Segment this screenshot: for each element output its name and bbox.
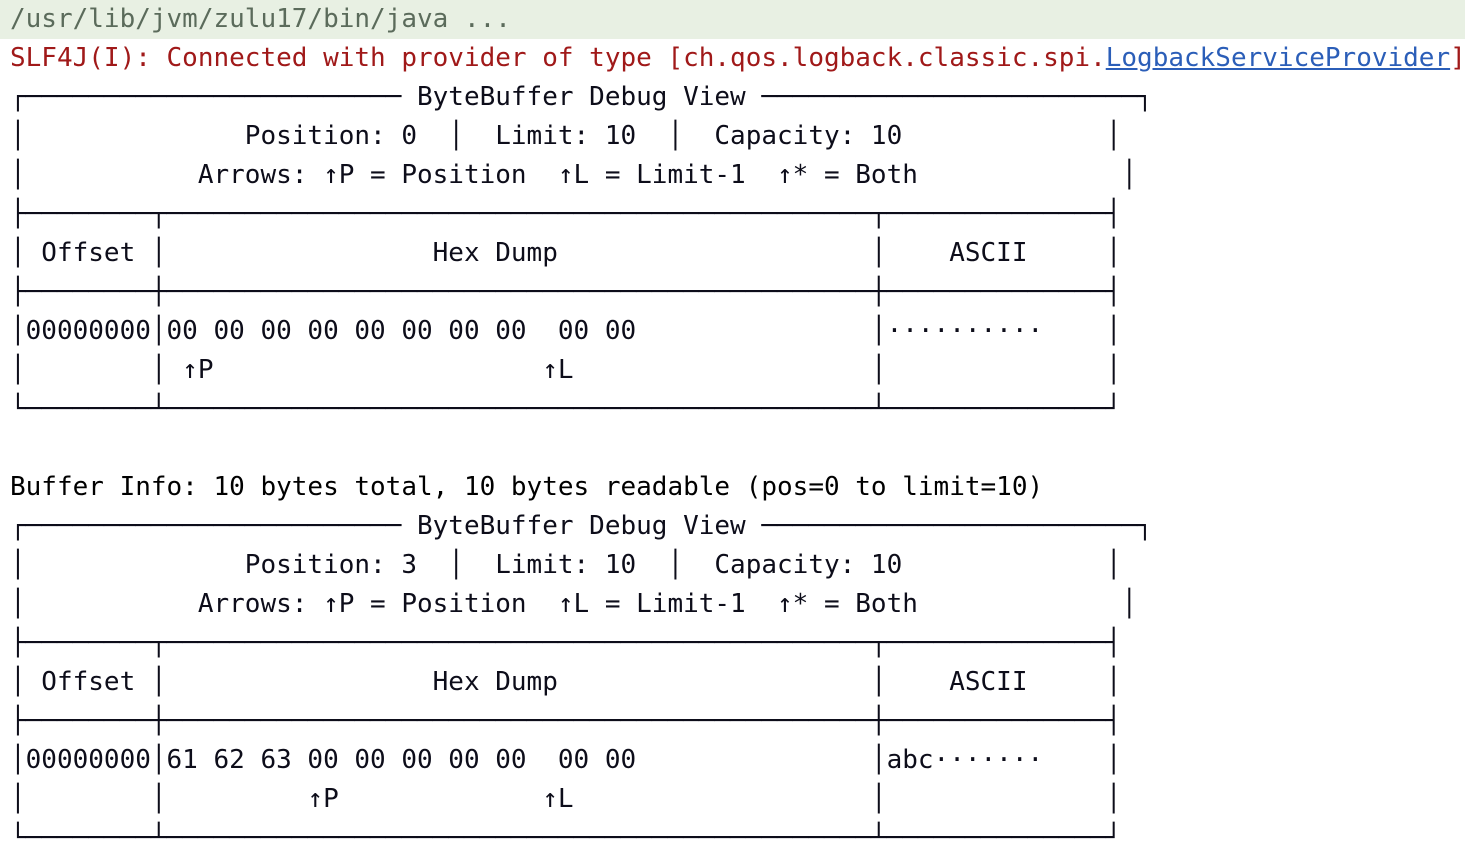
debug-view-1-table-top: ├────────┬──────────────────────────────… bbox=[10, 199, 1122, 229]
slf4j-log-line: SLF4J(I): Connected with provider of typ… bbox=[0, 39, 1465, 78]
debug-view-1-marker-row: │ │ ↑P ↑L │ │ bbox=[10, 355, 1122, 385]
debug-view-1-arrows-legend: │ Arrows: ↑P = Position ↑L = Limit-1 ↑* … bbox=[10, 160, 1138, 190]
debug-view-2-top-border: ┌──────────────────────── ByteBuffer Deb… bbox=[10, 511, 1153, 541]
debug-view-2-marker-row: │ │ ↑P ↑L │ │ bbox=[10, 784, 1122, 814]
java-command-line: /usr/lib/jvm/zulu17/bin/java ... bbox=[0, 0, 1465, 39]
debug-view-2-table-divider: ├────────┼──────────────────────────────… bbox=[10, 706, 1122, 736]
blank-separator-line bbox=[0, 429, 1465, 468]
debug-view-2-arrows-legend: │ Arrows: ↑P = Position ↑L = Limit-1 ↑* … bbox=[10, 589, 1138, 619]
debug-view-2-header-row: │ Offset │ Hex Dump │ ASCII │ bbox=[10, 667, 1122, 697]
debug-view-1-header-row: │ Offset │ Hex Dump │ ASCII │ bbox=[10, 238, 1122, 268]
slf4j-log-prefix: SLF4J(I): Connected with provider of typ… bbox=[10, 43, 1106, 73]
java-command-text: /usr/lib/jvm/zulu17/bin/java ... bbox=[10, 4, 511, 34]
logback-service-provider-link[interactable]: LogbackServiceProvider bbox=[1105, 43, 1451, 73]
debug-view-2-hex-row: │00000000│61 62 63 00 00 00 00 00 00 00 … bbox=[10, 745, 1122, 775]
debug-view-1-position-line: │ Position: 0 │ Limit: 10 │ Capacity: 10… bbox=[10, 121, 1122, 151]
debug-view-2-position-line: │ Position: 3 │ Limit: 10 │ Capacity: 10… bbox=[10, 550, 1122, 580]
buffer-info-line: Buffer Info: 10 bytes total, 10 bytes re… bbox=[10, 472, 1044, 502]
debug-view-2-table-bottom: └────────┴──────────────────────────────… bbox=[10, 823, 1122, 853]
debug-view-1-table-divider: ├────────┼──────────────────────────────… bbox=[10, 277, 1122, 307]
debug-view-1-table-bottom: └────────┴──────────────────────────────… bbox=[10, 394, 1122, 424]
debug-view-2-table-top: ├────────┬──────────────────────────────… bbox=[10, 628, 1122, 658]
debug-view-1-hex-row: │00000000│00 00 00 00 00 00 00 00 00 00 … bbox=[10, 316, 1122, 346]
debug-view-1-top-border: ┌──────────────────────── ByteBuffer Deb… bbox=[10, 82, 1153, 112]
slf4j-log-suffix: ] bbox=[1450, 43, 1465, 73]
